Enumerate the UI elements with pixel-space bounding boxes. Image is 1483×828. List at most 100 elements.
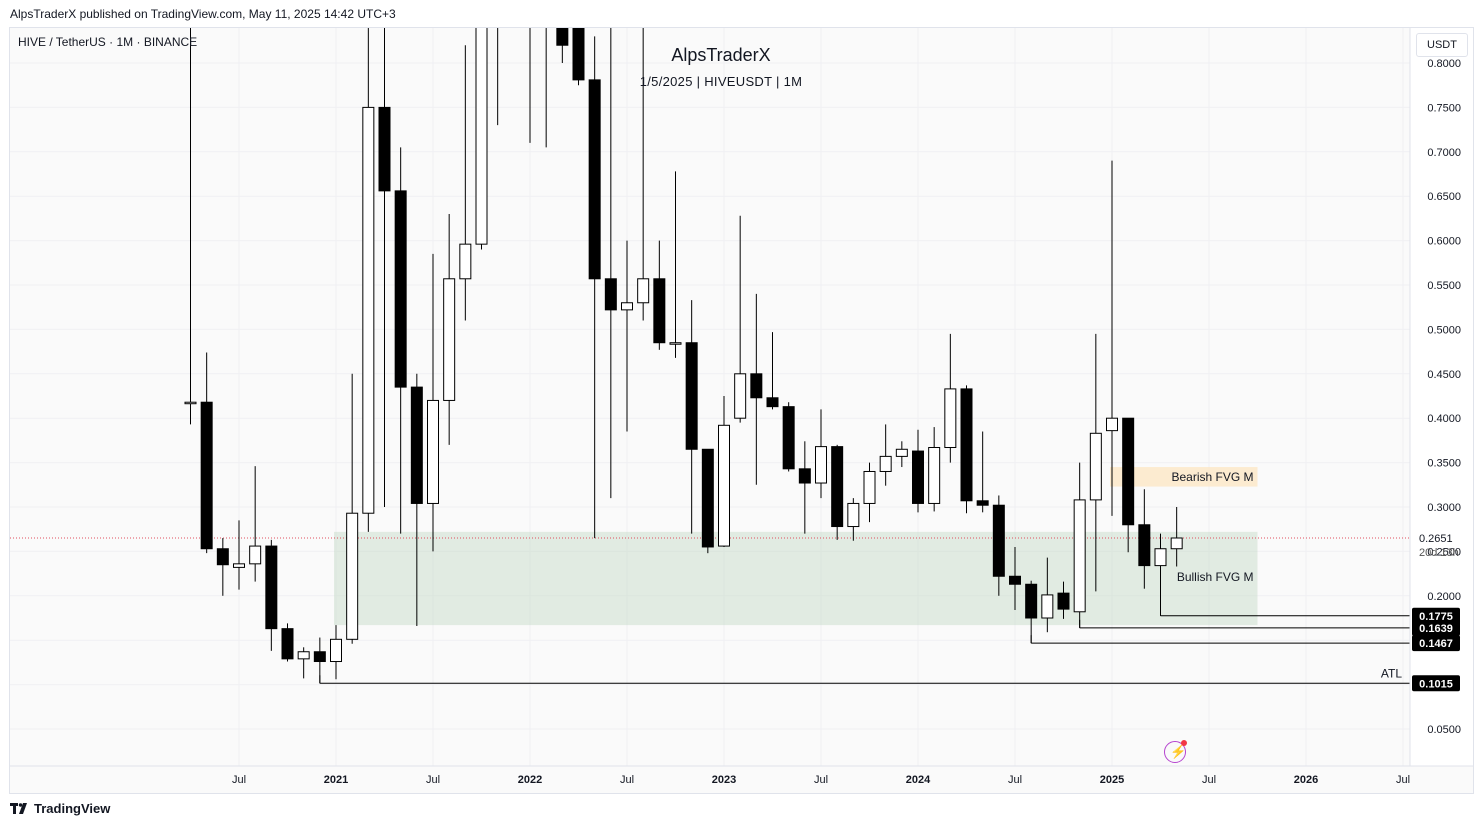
bullish-fvg-zone bbox=[334, 531, 1258, 626]
bear-candle bbox=[992, 504, 1005, 577]
bull-candle bbox=[184, 401, 197, 405]
bull-candle bbox=[459, 243, 472, 280]
bull-candle bbox=[346, 512, 359, 640]
level-price-tag-label: 0.1015 bbox=[1419, 678, 1453, 690]
price-axis[interactable] bbox=[1410, 28, 1473, 766]
y-tick-label: 0.6000 bbox=[1427, 236, 1461, 248]
bear-candle bbox=[960, 388, 973, 502]
bull-candle bbox=[1073, 499, 1086, 613]
chart-subtitle: 1/5/2025 | HIVEUSDT | 1M bbox=[639, 74, 803, 89]
bear-candle bbox=[782, 406, 795, 470]
tradingview-logo-icon bbox=[10, 802, 27, 814]
bull-candle bbox=[1089, 432, 1102, 501]
level-price-tag bbox=[1412, 635, 1460, 652]
bear-candle bbox=[912, 450, 924, 504]
bull-candle bbox=[621, 302, 633, 311]
bear-candle bbox=[831, 446, 844, 528]
publish-caption: AlpsTraderX published on TradingView.com… bbox=[10, 7, 396, 21]
x-tick-label: Jul bbox=[1396, 774, 1410, 786]
y-tick-label: 0.3000 bbox=[1427, 502, 1461, 514]
candlestick-chart[interactable]: Bearish FVG M Bullish FVG M ATL 0.8000 0.750… bbox=[10, 28, 1473, 793]
y-tick-label: 0.0500 bbox=[1427, 724, 1461, 736]
y-tick-label: 0.5500 bbox=[1427, 280, 1461, 292]
footer-brand[interactable]: TradingView bbox=[10, 801, 110, 816]
bull-candle bbox=[297, 651, 310, 660]
bear-candle bbox=[976, 500, 989, 506]
x-tick-label: Jul bbox=[620, 774, 634, 786]
x-tick-label: 2025 bbox=[1100, 774, 1124, 786]
bull-candle bbox=[427, 399, 439, 504]
current-price-label: 0.2651 bbox=[1419, 533, 1453, 545]
bear-candle bbox=[556, 28, 569, 46]
bearish-fvg-label: Bearish FVG M bbox=[1171, 470, 1253, 484]
level-price-tag-label: 0.1775 bbox=[1419, 611, 1453, 623]
level-price-tag bbox=[1412, 607, 1460, 624]
x-tick-label: 2021 bbox=[324, 774, 348, 786]
bull-candle bbox=[944, 388, 957, 449]
bull-candle bbox=[895, 448, 908, 457]
level-price-tag bbox=[1412, 675, 1460, 692]
lightning-icon[interactable]: ⚡ bbox=[1164, 740, 1187, 763]
y-tick-label: 0.7500 bbox=[1427, 102, 1461, 114]
chart-title: AlpsTraderX bbox=[671, 45, 771, 65]
bear-candle bbox=[313, 651, 326, 663]
x-tick-label: Jul bbox=[1008, 774, 1022, 786]
y-tick-label: 0.4500 bbox=[1427, 369, 1461, 381]
bear-candle bbox=[281, 628, 294, 660]
bear-candle bbox=[604, 278, 617, 311]
bull-candle bbox=[475, 28, 488, 245]
bear-candle bbox=[1025, 583, 1038, 619]
bear-candle bbox=[798, 468, 811, 484]
y-tick-label: 0.7000 bbox=[1427, 147, 1461, 159]
bull-candle bbox=[847, 502, 860, 528]
bull-candle bbox=[233, 563, 245, 568]
y-tick-label: 0.8000 bbox=[1427, 58, 1461, 70]
bear-candle bbox=[1122, 417, 1135, 526]
level-price-tag-label: 0.1467 bbox=[1419, 638, 1453, 650]
plot-area bbox=[10, 28, 1410, 684]
x-tick-label: Jul bbox=[426, 774, 440, 786]
countdown-label: 20d 13h bbox=[1419, 547, 1459, 559]
x-tick-label: Jul bbox=[1202, 774, 1216, 786]
bull-candle bbox=[879, 455, 892, 472]
bull-candle bbox=[249, 545, 262, 565]
x-tick-label: 2023 bbox=[712, 774, 736, 786]
y-tick-label: 0.3500 bbox=[1427, 458, 1461, 470]
currency-button[interactable]: USDT bbox=[1416, 33, 1468, 57]
bull-candle bbox=[1154, 548, 1167, 567]
bear-candle bbox=[378, 106, 391, 192]
bear-candle bbox=[410, 386, 423, 504]
bull-candle bbox=[1106, 417, 1118, 432]
bearish-fvg-zone bbox=[1110, 467, 1258, 487]
bear-candle bbox=[766, 397, 779, 408]
bear-candle bbox=[200, 401, 213, 550]
bear-candle bbox=[1138, 524, 1151, 567]
bull-candle bbox=[1041, 594, 1054, 619]
bear-candle bbox=[750, 373, 763, 399]
symbol-label: HIVE / TetherUS · 1M · BINANCE bbox=[18, 35, 198, 49]
level-price-tag bbox=[1412, 619, 1460, 636]
bull-candle bbox=[928, 447, 941, 504]
bull-candle bbox=[362, 106, 375, 514]
y-tick-label: 0.2000 bbox=[1427, 591, 1461, 603]
bear-candle bbox=[653, 278, 666, 344]
bear-candle bbox=[701, 448, 714, 548]
x-tick-label: 2022 bbox=[518, 774, 542, 786]
bull-candle bbox=[1170, 537, 1183, 550]
bull-candle bbox=[718, 424, 730, 547]
bull-candle bbox=[815, 446, 827, 484]
bear-candle bbox=[1009, 575, 1021, 585]
bear-candle bbox=[216, 548, 229, 566]
atl-label: ATL bbox=[1381, 666, 1402, 680]
level-price-tag-label: 0.1639 bbox=[1419, 623, 1453, 635]
bull-candle bbox=[443, 278, 456, 401]
y-tick-label: 0.5000 bbox=[1427, 324, 1461, 336]
bull-candle bbox=[669, 342, 682, 345]
x-tick-label: Jul bbox=[232, 774, 246, 786]
bear-candle bbox=[265, 545, 278, 630]
y-tick-label: 0.4000 bbox=[1427, 413, 1461, 425]
bear-candle bbox=[1057, 592, 1070, 610]
x-tick-label: Jul bbox=[814, 774, 828, 786]
chart-pane[interactable]: Bearish FVG M Bullish FVG M ATL 0.8000 0.750… bbox=[9, 27, 1474, 794]
y-tick-label: 0.6500 bbox=[1427, 191, 1461, 203]
